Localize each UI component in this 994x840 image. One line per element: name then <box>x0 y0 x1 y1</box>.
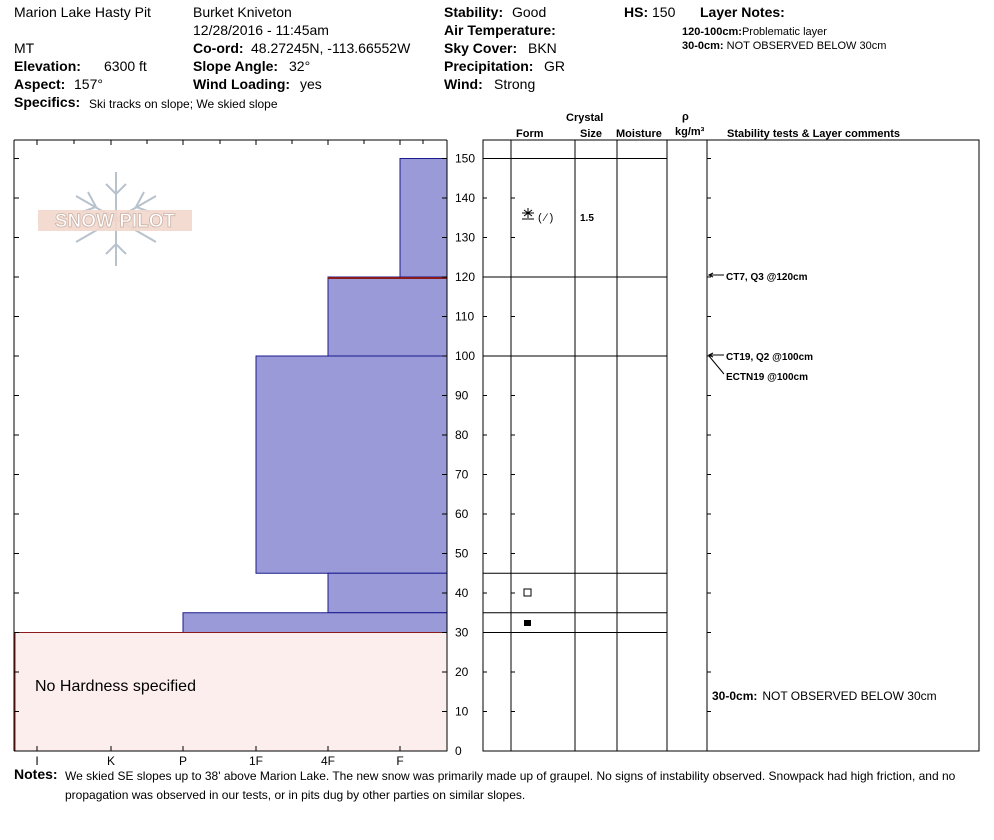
snowpilot-logo: SNOW PILOT <box>38 172 192 266</box>
elevation-value: 6300 ft <box>104 58 147 74</box>
pit-name: Marion Lake Hasty Pit <box>14 4 151 20</box>
form-header: Form <box>516 128 544 140</box>
height-tick-label: 110 <box>455 310 474 324</box>
state: MT <box>14 40 35 56</box>
height-tick-label: 0 <box>455 744 462 758</box>
layer-note-1: 120-100cm:Problematic layer <box>682 26 827 38</box>
layer-note-2: 30-0cm: NOT OBSERVED BELOW 30cm <box>682 40 887 52</box>
notes-label: Notes: <box>14 766 58 782</box>
moisture-header: Moisture <box>616 128 662 140</box>
crystal-facet-symbol <box>523 588 532 597</box>
stability-test-3: ECTN19 @100cm <box>726 372 808 383</box>
layer-comment-not-observed: 30-0cm: NOT OBSERVED BELOW 30cm <box>712 689 937 703</box>
air-temp-label: Air Temperature: <box>444 22 556 38</box>
height-tick-label: 10 <box>455 705 469 719</box>
hardness-bar <box>327 276 448 357</box>
logo-text: SNOW PILOT <box>55 211 176 232</box>
crystal-graupel-symbol: ( ⁄ ) <box>522 208 553 224</box>
stability-test-1: CT7, Q3 @120cm <box>726 272 808 283</box>
precip-value: GR <box>544 58 565 74</box>
hs-value: 150 <box>652 4 676 20</box>
observer-name: Burket Kniveton <box>193 4 292 20</box>
hardness-bar <box>327 572 448 614</box>
height-tick-label: 130 <box>455 231 475 245</box>
rho-header: ρ <box>682 111 689 123</box>
height-tick-label: 90 <box>455 389 469 403</box>
height-tick-label: 80 <box>455 428 469 442</box>
hardness-tick-label: 1F <box>249 754 263 768</box>
specifics-value: Ski tracks on slope; We skied slope <box>89 97 278 111</box>
crystal-header: Crystal <box>566 112 604 124</box>
height-tick-label: 40 <box>455 586 469 600</box>
hs-label: HS: <box>624 4 649 20</box>
height-tick-label: 30 <box>455 626 469 640</box>
height-tick-label: 140 <box>455 191 475 205</box>
crystal-size-label: 1.5 <box>580 213 594 224</box>
not-observed-region <box>14 632 448 752</box>
notes-line-1: We skied SE slopes up to 38' above Mario… <box>65 769 956 783</box>
aspect-label: Aspect: <box>14 76 66 92</box>
height-tick-label: 70 <box>455 468 469 482</box>
height-tick-label: 50 <box>455 547 469 561</box>
crystal-filled-square-symbol <box>524 620 531 626</box>
size-header: Size <box>580 128 603 140</box>
sky-cover-value: BKN <box>528 40 557 56</box>
elevation-label: Elevation: <box>14 58 81 74</box>
stability-value: Good <box>512 4 547 20</box>
hardness-bar <box>255 355 448 574</box>
layer-notes-label: Layer Notes: <box>700 4 785 20</box>
coord-label: Co-ord: <box>193 40 244 56</box>
stability-test-leaders <box>707 272 725 375</box>
notes-line-2: propagation was observed in our tests, o… <box>65 788 526 802</box>
wind-loading-label: Wind Loading: <box>193 76 291 92</box>
height-tick-label: 100 <box>455 349 475 363</box>
stability-test-2: CT19, Q2 @100cm <box>726 352 813 363</box>
stability-tests-header: Stability tests & Layer comments <box>727 128 901 140</box>
coord-value: 48.27245N, -113.66552W <box>251 40 411 56</box>
precip-label: Precipitation: <box>444 58 534 74</box>
logo-band <box>38 210 192 231</box>
aspect-value: 157° <box>74 76 103 92</box>
no-hardness-text: No Hardness specified <box>35 678 196 695</box>
stability-label: Stability: <box>444 4 504 20</box>
wind-loading-value: yes <box>300 76 322 92</box>
wind-value: Strong <box>494 76 536 92</box>
graupel-paren-text: ( ⁄ ) <box>538 212 553 224</box>
density-unit-header: kg/m³ <box>675 126 705 138</box>
slope-angle-label: Slope Angle: <box>193 58 279 74</box>
hardness-bar <box>182 612 448 633</box>
height-tick-label: 120 <box>455 270 475 284</box>
hardness-tick-label: I <box>35 754 38 768</box>
hardness-tick-label: F <box>396 754 403 768</box>
height-tick-label: 150 <box>455 152 475 166</box>
hardness-tick-label: 4F <box>321 754 335 768</box>
height-tick-label: 60 <box>455 507 469 521</box>
height-tick-label: 20 <box>455 665 469 679</box>
wind-label: Wind: <box>444 76 483 92</box>
layer-table-frame <box>482 139 980 752</box>
slope-angle-value: 32° <box>289 58 311 74</box>
hardness-bar <box>399 158 448 278</box>
specifics-label: Specifics: <box>14 94 81 110</box>
hardness-tick-label: P <box>179 754 187 768</box>
hardness-tick-label: K <box>107 754 115 768</box>
sky-cover-label: Sky Cover: <box>444 40 518 56</box>
datetime: 12/28/2016 - 11:45am <box>193 22 329 38</box>
